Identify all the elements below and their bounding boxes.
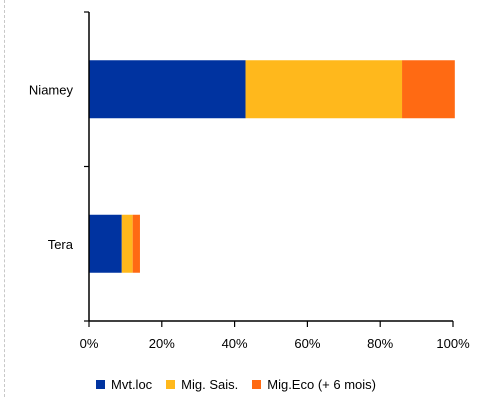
legend-label: Mig.Eco (+ 6 mois): [267, 376, 376, 392]
x-tick-label: 100%: [436, 336, 470, 351]
bar-niamey-2: [402, 60, 455, 119]
x-tick-label: 40%: [222, 336, 248, 351]
bar-tera-1: [121, 214, 133, 273]
legend-label: Mvt.loc: [111, 376, 153, 392]
bar-niamey-1: [245, 60, 403, 119]
labels-group: Niamey Tera 0% 20% 40% 60% 80% 100%: [29, 82, 470, 351]
x-tick-label: 0%: [80, 336, 99, 351]
category-label-niamey: Niamey: [29, 82, 74, 97]
legend-item-2: Mig.Eco (+ 6 mois): [252, 377, 376, 392]
axes-group: [84, 11, 454, 327]
bar-tera-2: [132, 214, 140, 273]
legend-swatch: [166, 379, 176, 389]
legend-item-1: Mig. Sais.: [166, 377, 238, 392]
chart-legend: Mvt.loc Mig. Sais. Mig.Eco (+ 6 mois): [96, 375, 376, 393]
bars-group: [89, 60, 455, 273]
category-label-tera: Tera: [48, 237, 74, 252]
bar-niamey-0: [89, 60, 246, 119]
legend-item-0: Mvt.loc: [96, 377, 152, 392]
bar-tera-0: [89, 214, 122, 273]
legend-swatch: [96, 379, 105, 389]
legend-label: Mig. Sais.: [181, 376, 239, 392]
x-tick-label: 80%: [367, 336, 393, 351]
stacked-bar-chart: Niamey Tera 0% 20% 40% 60% 80% 100%: [29, 11, 470, 351]
x-tick-label: 60%: [294, 336, 320, 351]
legend-swatch: [252, 379, 262, 389]
x-tick-label: 20%: [149, 336, 175, 351]
page-left-border: [4, 0, 5, 397]
